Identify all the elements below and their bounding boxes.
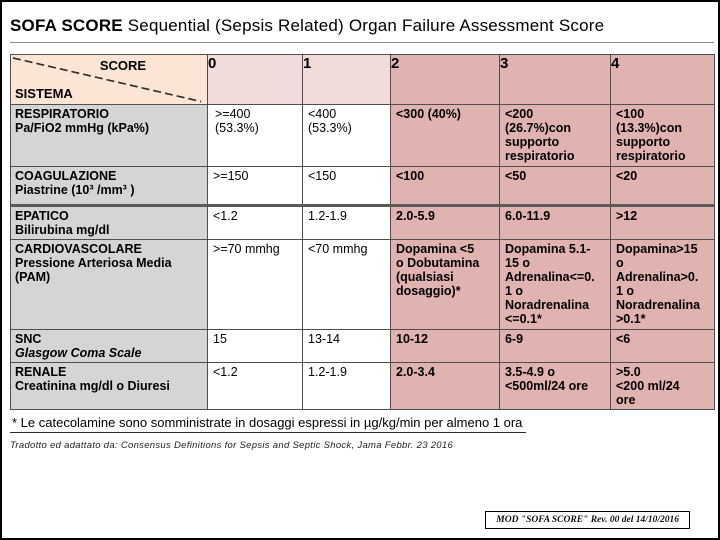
- score-value-cell: 2.0-3.4: [390, 361, 500, 411]
- score-value-cell: <100 (13.3%)con supporto respiratorio: [610, 104, 715, 167]
- system-label: SNC Glasgow Coma Scale: [10, 328, 208, 363]
- score-value-cell: <6: [610, 328, 715, 363]
- table-row: RESPIRATORIO Pa/FiO2 mmHg (kPa%) >=400 (53…: [10, 104, 715, 167]
- score-value-cell: 15: [207, 328, 303, 363]
- score-value-cell: >12: [610, 203, 715, 240]
- page-title: SOFA SCORE Sequential (Sepsis Related) O…: [10, 16, 714, 43]
- score-value-cell: >=400 (53.3%): [207, 104, 303, 167]
- page-title-bold: SOFA SCORE: [10, 16, 123, 35]
- system-label: CARDIOVASCOLARE Pressione Arteriosa Media…: [10, 238, 208, 330]
- score-value-cell: <50: [499, 165, 611, 206]
- score-value-cell: >=150: [207, 165, 303, 206]
- score-value-cell: 6.0-11.9: [499, 203, 611, 240]
- score-value-cell: <150: [302, 165, 391, 206]
- score-value-cell: <1.2: [207, 361, 303, 411]
- system-label: COAGULAZIONE Piastrine (10³ /mm³ ): [10, 165, 208, 206]
- score-value-cell: 6-9: [499, 328, 611, 363]
- table-row: COAGULAZIONE Piastrine (10³ /mm³ ) >=150 <1…: [10, 165, 715, 206]
- score-value-cell: 10-12: [390, 328, 500, 363]
- score-value-cell: 1.2-1.9: [302, 203, 391, 240]
- score-value-cell: Dopamina 5.1- 15 o Adrenalina<=0. 1 o No…: [499, 238, 611, 330]
- system-label: RENALE Creatinina mg/dl o Diuresi: [10, 361, 208, 411]
- document-revision-stamp: MOD "SOFA SCORE" Rev. 00 del 14/10/2016: [485, 511, 690, 529]
- score-value-cell: Dopamina>15 o Adrenalina>0. 1 o Noradren…: [610, 238, 715, 330]
- score-value-cell: <200 (26.7%)con supporto respiratorio: [499, 104, 611, 167]
- table-row: RENALE Creatinina mg/dl o Diuresi <1.2 1.2-…: [10, 361, 715, 411]
- score-column-header-4: 4: [610, 54, 715, 105]
- diagonal-divider-line: [11, 55, 207, 104]
- system-label: EPATICO Bilirubina mg/dl: [10, 203, 208, 240]
- score-value-cell: <300 (40%): [390, 104, 500, 167]
- score-value-cell: <100: [390, 165, 500, 206]
- score-value-cell: >=70 mmhg: [207, 238, 303, 330]
- score-value-cell: <70 mmhg: [302, 238, 391, 330]
- score-column-header-0: 0: [207, 54, 303, 105]
- corner-score-label: SCORE: [99, 58, 147, 73]
- score-value-cell: Dopamina <5 o Dobutamina (qualsiasi dosa…: [390, 238, 500, 330]
- corner-cell: SCORE SISTEMA: [10, 54, 208, 105]
- page-title-rest: Sequential (Sepsis Related) Organ Failur…: [122, 16, 605, 35]
- corner-sistema-label: SISTEMA: [15, 86, 73, 101]
- table-row: SNC Glasgow Coma Scale 15 13-14 10-12 6-9 <6: [10, 328, 715, 363]
- table-row: CARDIOVASCOLARE Pressione Arteriosa Media…: [10, 238, 715, 330]
- catecholamine-footnote: * Le catecolamine sono somministrate in …: [10, 415, 527, 434]
- score-value-cell: 2.0-5.9: [390, 203, 500, 240]
- score-column-header-3: 3: [499, 54, 611, 105]
- system-label: RESPIRATORIO Pa/FiO2 mmHg (kPa%): [10, 104, 208, 167]
- score-value-cell: <400 (53.3%): [302, 104, 391, 167]
- source-citation: Tradotto ed adattato da: Consensus Defin…: [10, 440, 454, 452]
- score-column-header-1: 1: [302, 54, 391, 105]
- score-value-cell: 13-14: [302, 328, 391, 363]
- score-value-cell: 1.2-1.9: [302, 361, 391, 411]
- score-value-cell: <1.2: [207, 203, 303, 240]
- table-row: EPATICO Bilirubina mg/dl <1.2 1.2-1.9 2.0-5.…: [10, 203, 715, 240]
- score-column-header-2: 2: [390, 54, 500, 105]
- score-value-cell: >5.0 <200 ml/24 ore: [610, 361, 715, 411]
- score-value-cell: 3.5-4.9 o <500ml/24 ore: [499, 361, 611, 411]
- score-value-cell: <20: [610, 165, 715, 206]
